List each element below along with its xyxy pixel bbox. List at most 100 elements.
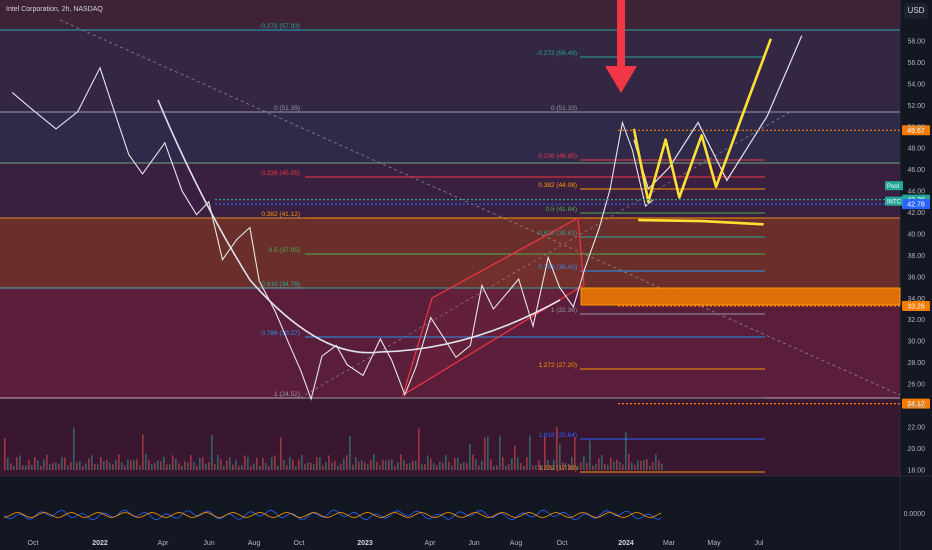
indicator-pane <box>0 476 900 536</box>
volume-bar <box>181 465 183 470</box>
volume-bar <box>331 462 333 470</box>
volume-bar <box>163 456 165 470</box>
volume-bar <box>190 455 192 470</box>
y-tick-label: 42.00 <box>907 210 925 217</box>
volume-bar <box>184 461 186 470</box>
volume-bar <box>538 460 540 470</box>
volume-bar <box>139 465 141 470</box>
y-tick-label: 36.00 <box>907 274 925 281</box>
y-tick-label: 44.00 <box>907 189 925 196</box>
fib-left-label-5: 0.618 (34.78) <box>261 281 300 288</box>
volume-bar <box>520 463 522 470</box>
volume-bar <box>430 458 432 470</box>
volume-bar <box>25 465 27 470</box>
volume-bar <box>478 465 480 470</box>
fib-left-label-4: 0.5 (37.95) <box>269 247 300 254</box>
fib-right-label-6: 0.786 (36.41) <box>538 264 577 271</box>
volume-bar <box>583 455 585 470</box>
volume-bar <box>61 457 63 470</box>
volume-bar <box>484 437 486 470</box>
volume-bar <box>103 461 105 470</box>
volume-bar <box>142 434 144 470</box>
volume-bar <box>145 454 147 470</box>
volume-bar <box>466 463 468 470</box>
projection-yellow-path <box>632 38 773 204</box>
y-tick-label: 52.00 <box>907 103 925 110</box>
fib-right-label-10: 1.272 (17.39) <box>538 465 577 472</box>
volume-bar <box>502 456 504 470</box>
volume-bar <box>451 465 453 470</box>
volume-bar <box>187 462 189 470</box>
volume-bar <box>40 465 42 470</box>
volume-bar <box>340 463 342 470</box>
volume-bar <box>154 462 156 470</box>
volume-bar <box>322 465 324 470</box>
volume-bar <box>490 459 492 470</box>
x-tick-label: 2024 <box>618 540 634 547</box>
volume-bar <box>193 461 195 470</box>
volume-bar <box>487 436 489 470</box>
volume-bar <box>433 463 435 470</box>
currency-button[interactable]: USD <box>904 3 928 19</box>
volume-bar <box>646 458 648 470</box>
volume-bar <box>556 426 558 470</box>
volume-bar <box>568 464 570 470</box>
volume-bar <box>637 460 639 470</box>
volume-bar <box>283 460 285 470</box>
y-tick-label: 28.00 <box>907 360 925 367</box>
volume-bar <box>130 460 132 470</box>
oscillator-signal <box>3 512 662 518</box>
volume-bar <box>385 460 387 470</box>
volume-bar <box>13 465 15 470</box>
y-tick-label: 18.00 <box>907 467 925 474</box>
current-tag-label-0: Pool <box>887 184 899 190</box>
y-tick-label: 50.00 <box>907 124 925 131</box>
volume-bar <box>136 459 138 470</box>
fib-right-label-7: 1 (32.36) <box>551 307 577 314</box>
volume-bar <box>631 462 633 470</box>
fib-left-label-3: 0.382 (41.12) <box>261 211 300 218</box>
y-tick-label: 46.00 <box>907 167 925 174</box>
volume-bar <box>115 460 117 470</box>
volume-bar <box>463 461 465 470</box>
volume-bar <box>313 463 315 470</box>
volume-bar <box>211 435 213 470</box>
volume-bar <box>379 465 381 470</box>
volume-bar <box>382 459 384 470</box>
volume-bar <box>148 460 150 470</box>
volume-bar <box>289 456 291 470</box>
volume-bar <box>55 462 57 470</box>
y-tick-label: 22.00 <box>907 424 925 431</box>
volume-bar <box>247 457 249 470</box>
volume-bar <box>82 465 84 470</box>
volume-bar <box>592 465 594 470</box>
volume-bar <box>412 460 414 470</box>
volume-bar <box>640 460 642 470</box>
volume-bar <box>622 464 624 470</box>
x-tick-label: Mar <box>663 540 676 547</box>
band-mid <box>0 163 900 218</box>
volume-bar <box>262 457 264 470</box>
volume-bar <box>559 444 561 470</box>
volume-bar <box>643 460 645 470</box>
level-badge-2 <box>902 199 930 210</box>
volume-bar <box>259 465 261 470</box>
fib-right-label-5: 0.618 (39.61) <box>538 230 577 237</box>
volume-bar <box>310 462 312 470</box>
volume-bar <box>460 463 462 470</box>
volume-bar <box>526 457 528 470</box>
y-tick-label: 24.00 <box>907 403 925 410</box>
volume-bar <box>28 459 30 470</box>
volume-bar <box>91 455 93 470</box>
volume-bar <box>349 436 351 470</box>
volume-bar <box>571 457 573 470</box>
volume-bar <box>274 455 276 470</box>
y-tick-label: 32.00 <box>907 317 925 324</box>
volume-bar <box>625 432 627 470</box>
volume-bar <box>496 465 498 470</box>
volume-bar <box>619 462 621 470</box>
projection-white-path <box>633 35 803 191</box>
fib-right-label-1: 0 (51.33) <box>551 105 577 112</box>
